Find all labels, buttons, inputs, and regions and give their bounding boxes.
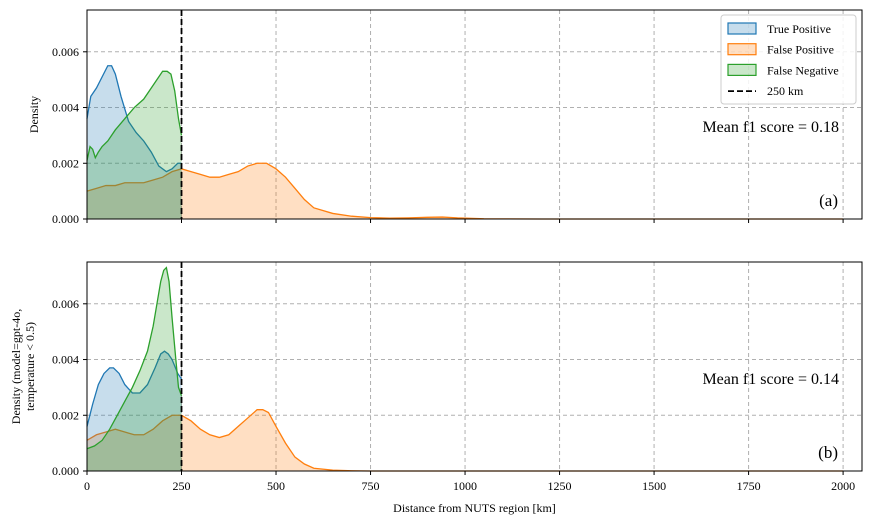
legend-box — [720, 14, 857, 105]
x-tick-label: 750 — [362, 479, 380, 493]
panel-a: 0.000 0.002 0.004 0.006 Density Mean f1 score… — [27, 9, 863, 226]
y-tick-label: 0.002 — [52, 156, 79, 170]
f1-score-annotation: Mean f1 score = 0.14 — [702, 371, 839, 388]
legend-swatch-tp — [727, 22, 757, 35]
y-axis-label: temperature < 0.5) — [23, 322, 37, 411]
x-tick-label: 250 — [173, 479, 191, 493]
plot-frame — [86, 9, 863, 220]
series-line-tp — [86, 350, 183, 427]
legend-label: False Negative — [767, 63, 839, 77]
y-tick-label: 0.006 — [52, 45, 79, 59]
x-tick-label: 2000 — [831, 479, 855, 493]
f1-score-annotation: Mean f1 score = 0.18 — [702, 119, 839, 136]
series-line-fn — [86, 70, 183, 161]
y-axis-label: Density — [27, 96, 41, 133]
legend: True Positive False Positive False Negativ… — [720, 14, 857, 105]
series-line-fn — [86, 266, 183, 450]
panel-b: 0 250 500 750 1000 1250 1500 1750 2000 0.000 0.002… — [9, 261, 863, 493]
y-tick-label: 0.006 — [52, 297, 79, 311]
y-tick-label: 0.002 — [52, 408, 79, 422]
y-tick-label: 0.000 — [52, 464, 79, 478]
legend-label: False Positive — [767, 43, 834, 57]
series-area-tp — [87, 65, 182, 219]
legend-swatch-fp — [727, 43, 757, 56]
legend-label: True Positive — [767, 22, 831, 36]
x-tick-label: 1000 — [453, 479, 477, 493]
series-area-fp — [87, 163, 844, 219]
series-area-fn — [87, 267, 182, 471]
legend-swatch-fn — [727, 63, 757, 77]
series-area-fn — [87, 71, 182, 219]
plot-frame — [86, 261, 863, 472]
y-axis-label: Density (model=gpt-4o, — [9, 309, 23, 424]
x-tick-label: 1250 — [548, 479, 572, 493]
x-tick-label: 1750 — [737, 479, 761, 493]
x-tick-label: 500 — [267, 479, 285, 493]
series-area-tp — [87, 351, 182, 471]
y-tick-label: 0.004 — [52, 353, 79, 367]
series-area-fp — [87, 409, 844, 471]
panel-letter: (a) — [819, 191, 838, 210]
x-tick-label: 0 — [84, 479, 90, 493]
y-tick-label: 0.000 — [52, 212, 79, 226]
legend-label: 250 km — [767, 84, 804, 98]
series-line-tp — [86, 65, 182, 173]
x-axis-label: Distance from NUTS region [km] — [393, 501, 556, 515]
y-tick-label: 0.004 — [52, 101, 79, 115]
series-line-fp — [86, 162, 844, 220]
panel-letter: (b) — [818, 443, 838, 462]
x-tick-label: 1500 — [642, 479, 666, 493]
